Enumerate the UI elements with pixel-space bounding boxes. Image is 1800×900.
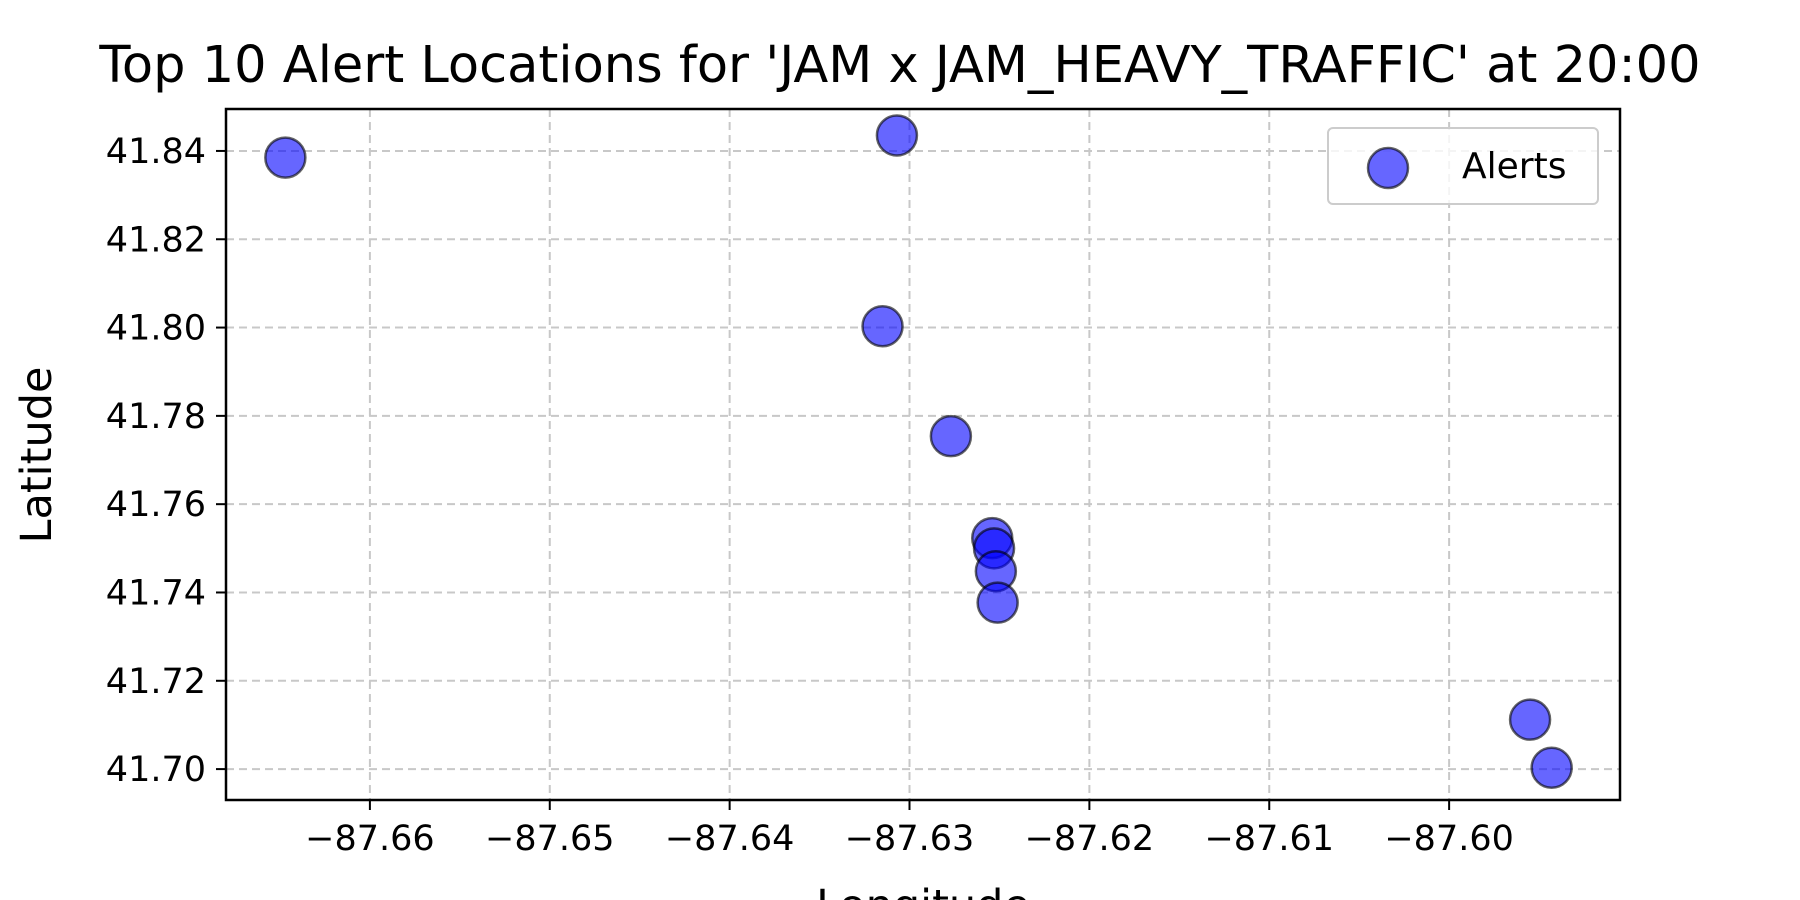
chart-title: Top 10 Alert Locations for 'JAM x JAM_HE… bbox=[98, 36, 1700, 95]
legend-marker bbox=[1366, 146, 1410, 190]
x-tick-label: −87.63 bbox=[845, 819, 975, 859]
y-tick-label: 41.82 bbox=[106, 220, 206, 260]
x-tick-label: −87.60 bbox=[1384, 819, 1514, 859]
y-axis-label: Latitude bbox=[12, 367, 62, 544]
alert-point bbox=[1508, 698, 1552, 741]
x-tick-label: −87.64 bbox=[665, 819, 795, 859]
y-tick-label: 41.84 bbox=[106, 132, 206, 172]
grid bbox=[226, 109, 1620, 800]
plot-frame bbox=[224, 107, 1622, 802]
y-tick-label: 41.72 bbox=[106, 662, 206, 702]
legend: Alerts bbox=[1327, 127, 1599, 205]
x-axis-label: Longitude bbox=[816, 881, 1030, 900]
alert-point bbox=[861, 304, 904, 348]
alert-point bbox=[875, 114, 919, 157]
legend-label: Alerts bbox=[1462, 146, 1566, 187]
y-tick-label: 41.70 bbox=[106, 750, 206, 790]
y-tick-label: 41.78 bbox=[106, 397, 206, 437]
y-tick-label: 41.74 bbox=[106, 573, 206, 613]
y-tick-label: 41.76 bbox=[106, 485, 206, 525]
alert-point bbox=[929, 414, 973, 458]
x-tick-label: −87.61 bbox=[1204, 819, 1334, 859]
y-tick-label: 41.80 bbox=[106, 309, 206, 349]
alert-point bbox=[976, 581, 1019, 624]
alert-point bbox=[1530, 746, 1573, 790]
data-points bbox=[264, 114, 1573, 790]
alert-point bbox=[264, 136, 307, 179]
x-tick-label: −87.65 bbox=[485, 819, 615, 859]
x-tick-label: −87.66 bbox=[305, 819, 435, 859]
x-tick-label: −87.62 bbox=[1025, 819, 1155, 859]
axis-ticks: −87.66 −87.65 −87.64 −87.63 −87.62 −87.61 −87.… bbox=[106, 132, 1514, 859]
